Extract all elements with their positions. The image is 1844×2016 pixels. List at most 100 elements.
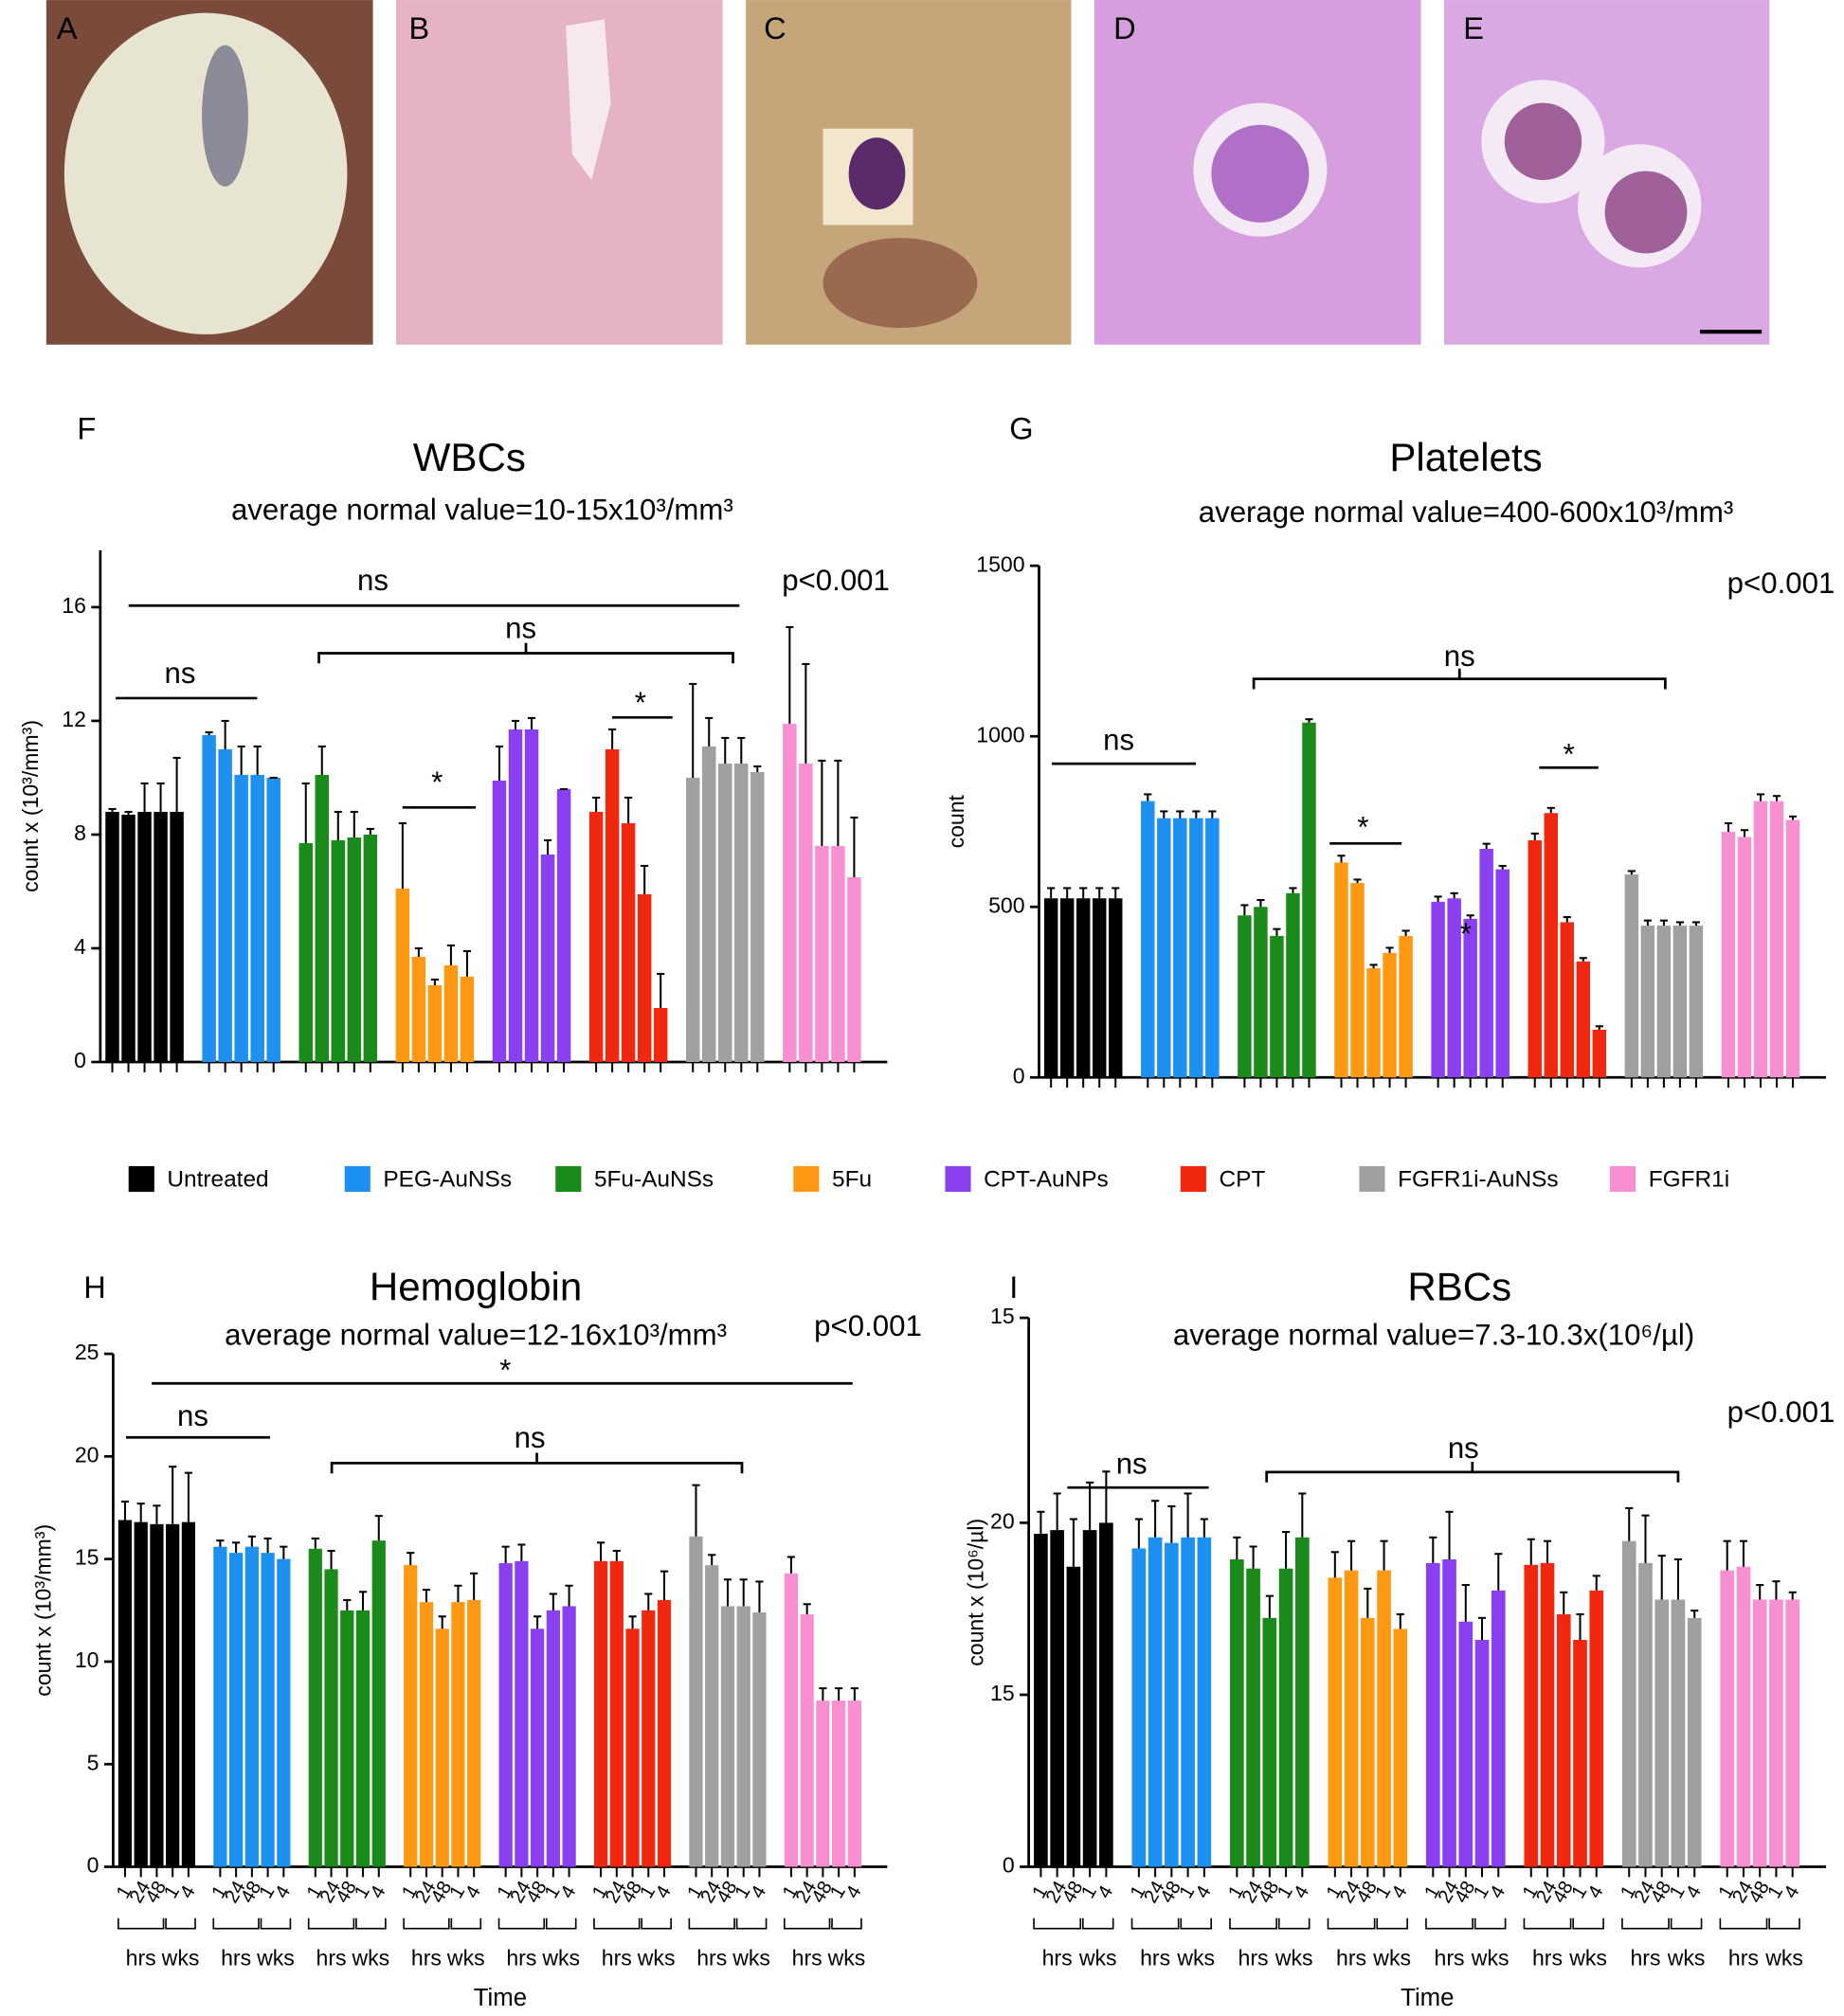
bar bbox=[689, 1536, 703, 1867]
bar bbox=[347, 837, 362, 1062]
bar bbox=[395, 888, 410, 1062]
group-bracket bbox=[403, 1917, 450, 1930]
legend-swatch bbox=[1610, 1165, 1636, 1193]
bar bbox=[1720, 1570, 1735, 1867]
y-tick-label: 25 bbox=[75, 1340, 99, 1364]
bar bbox=[166, 1523, 180, 1867]
annotation: * bbox=[1460, 917, 1472, 950]
group-bracket bbox=[355, 1917, 387, 1930]
bar bbox=[1528, 840, 1542, 1078]
annotation: * bbox=[1357, 811, 1368, 844]
bar bbox=[460, 976, 475, 1062]
group-label: hrs bbox=[1728, 1945, 1759, 1970]
chart-title: Hemoglobin bbox=[370, 1264, 582, 1308]
bar bbox=[1082, 1530, 1097, 1867]
legend-label: FGFR1i-AuNSs bbox=[1398, 1166, 1559, 1192]
bar bbox=[1131, 1548, 1147, 1867]
bar bbox=[1066, 1566, 1081, 1867]
group-label: wks bbox=[1764, 1945, 1803, 1970]
legend-swatch bbox=[128, 1165, 154, 1193]
group-bracket bbox=[1081, 1917, 1114, 1930]
bar bbox=[404, 1565, 418, 1867]
bar bbox=[1393, 1629, 1408, 1867]
annotation: ns bbox=[1444, 639, 1475, 673]
bar bbox=[121, 814, 136, 1062]
group-bracket bbox=[1425, 1917, 1473, 1930]
chart-subtitle: average normal value=7.3-10.3x(10⁶/µl) bbox=[1173, 1319, 1694, 1352]
bar bbox=[1254, 907, 1268, 1078]
y-tick-label: 5 bbox=[87, 1750, 99, 1774]
x-tick-label: 4 bbox=[1781, 1882, 1804, 1902]
legend-label: CPT bbox=[1219, 1166, 1265, 1192]
bar bbox=[1495, 869, 1510, 1078]
chart-title: RBCs bbox=[1407, 1264, 1511, 1308]
bar bbox=[1671, 1599, 1686, 1867]
bar bbox=[1050, 1530, 1064, 1867]
group-label: hrs bbox=[602, 1945, 632, 1970]
bar bbox=[1141, 801, 1155, 1078]
bar bbox=[467, 1599, 481, 1867]
photo-e-detail bbox=[1604, 171, 1688, 254]
group-label: wks bbox=[1078, 1945, 1117, 1970]
group-bracket bbox=[831, 1917, 862, 1930]
bar bbox=[593, 1560, 608, 1867]
bar bbox=[150, 1523, 164, 1867]
bar bbox=[720, 1606, 735, 1867]
bar bbox=[1328, 1577, 1343, 1867]
bar bbox=[1592, 1029, 1607, 1078]
bar bbox=[1366, 968, 1381, 1078]
bar bbox=[1544, 813, 1558, 1078]
y-tick-label: 1500 bbox=[976, 551, 1024, 576]
bar bbox=[1360, 1617, 1375, 1867]
bar bbox=[800, 1614, 814, 1867]
bar bbox=[1246, 1568, 1260, 1867]
chart-subtitle: average normal value=10-15x10³/mm³ bbox=[231, 493, 733, 526]
bar bbox=[1092, 898, 1107, 1078]
group-bracket bbox=[641, 1917, 672, 1930]
bar bbox=[847, 1701, 861, 1867]
bar bbox=[1654, 1599, 1670, 1867]
photo-a-subject bbox=[63, 12, 348, 334]
x-tick-label: 4 bbox=[1094, 1882, 1117, 1902]
bar bbox=[1059, 898, 1075, 1078]
legend-label: 5Fu-AuNSs bbox=[594, 1166, 714, 1192]
bar bbox=[1769, 801, 1784, 1078]
bar bbox=[750, 771, 765, 1062]
bar bbox=[524, 729, 539, 1062]
annotation: ns bbox=[1103, 723, 1134, 756]
bar bbox=[1157, 818, 1171, 1078]
group-bracket bbox=[735, 1917, 768, 1930]
bar bbox=[702, 746, 716, 1062]
bar bbox=[134, 1521, 148, 1867]
y-tick-label: 16 bbox=[62, 593, 86, 618]
bar bbox=[1576, 961, 1591, 1078]
group-bracket bbox=[450, 1917, 482, 1930]
bar bbox=[1560, 922, 1575, 1078]
bar bbox=[1189, 818, 1203, 1078]
photo-panels bbox=[45, 0, 1770, 345]
bar bbox=[250, 774, 264, 1062]
panel-letter: E bbox=[1463, 11, 1484, 45]
bar bbox=[340, 1610, 354, 1867]
bar bbox=[213, 1546, 227, 1867]
bar bbox=[1785, 1599, 1800, 1867]
bar bbox=[1687, 1617, 1702, 1867]
group-label: hrs bbox=[126, 1945, 156, 1970]
group-bracket bbox=[1277, 1917, 1311, 1930]
x-tick-label: 4 bbox=[1192, 1882, 1216, 1902]
bar bbox=[847, 876, 861, 1062]
bar bbox=[1447, 898, 1461, 1078]
legend-label: PEG-AuNSs bbox=[383, 1166, 512, 1192]
bar bbox=[540, 854, 555, 1062]
group-label: wks bbox=[827, 1945, 866, 1970]
bar bbox=[1624, 874, 1639, 1078]
significance-bracket bbox=[330, 1452, 744, 1474]
group-label: wks bbox=[1275, 1945, 1313, 1970]
bar bbox=[1689, 926, 1704, 1078]
group-bracket bbox=[307, 1917, 355, 1930]
annotation: * bbox=[431, 765, 443, 799]
bar bbox=[657, 1599, 672, 1867]
group-bracket bbox=[593, 1917, 641, 1930]
y-tick-label: 4 bbox=[74, 934, 86, 959]
x-axis-label: Time bbox=[1401, 1985, 1454, 2011]
